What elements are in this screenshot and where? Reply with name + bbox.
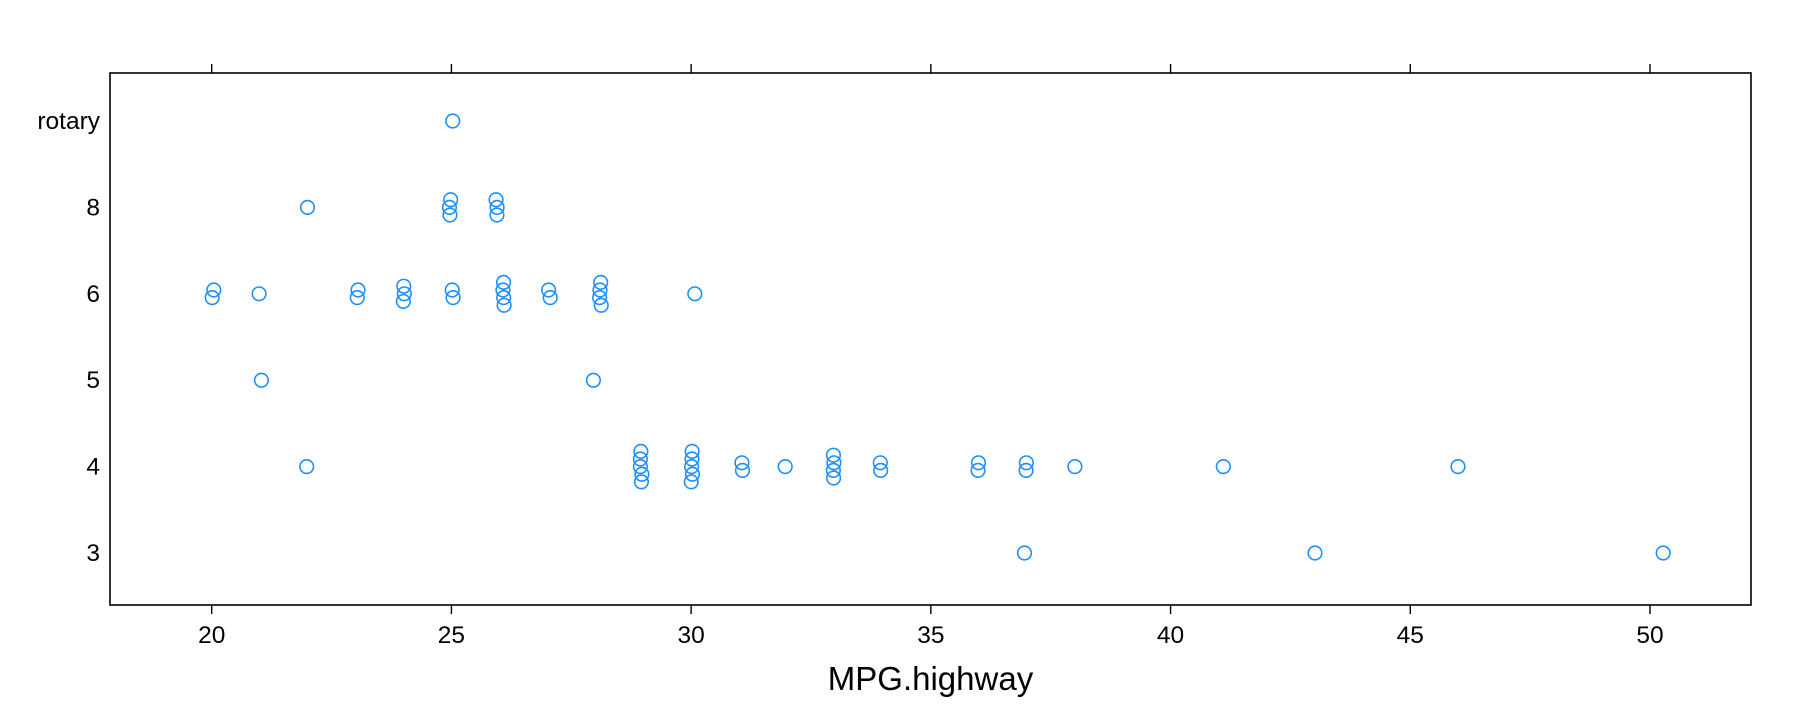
svg-text:25: 25: [438, 622, 465, 649]
svg-text:rotary: rotary: [37, 108, 100, 135]
svg-text:35: 35: [917, 622, 944, 649]
svg-text:3: 3: [86, 540, 100, 567]
svg-text:50: 50: [1636, 622, 1663, 649]
svg-text:6: 6: [86, 281, 100, 308]
svg-text:30: 30: [677, 622, 704, 649]
svg-text:8: 8: [86, 194, 100, 221]
svg-text:40: 40: [1157, 622, 1184, 649]
svg-text:4: 4: [86, 454, 100, 481]
svg-text:MPG.highway: MPG.highway: [828, 660, 1034, 697]
svg-text:5: 5: [86, 367, 100, 394]
svg-text:45: 45: [1397, 622, 1424, 649]
svg-text:20: 20: [198, 622, 225, 649]
